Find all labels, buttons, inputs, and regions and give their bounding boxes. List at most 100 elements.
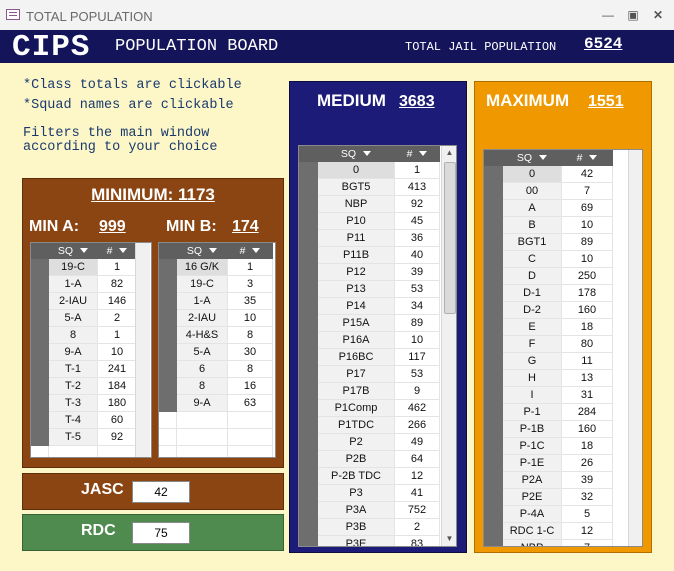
close-icon[interactable]: ✕: [652, 8, 664, 22]
medium-total[interactable]: 3683: [399, 93, 435, 110]
table-row[interactable]: 5-A 30: [159, 343, 273, 361]
empty-cell[interactable]: [176, 411, 228, 429]
squad-cell[interactable]: NBP: [502, 539, 562, 546]
new-record-row[interactable]: [159, 445, 273, 457]
table-row[interactable]: 8 16: [159, 377, 273, 395]
record-selector[interactable]: [484, 386, 503, 404]
new-record-row[interactable]: [31, 445, 137, 457]
table-row[interactable]: P2A 39: [484, 471, 613, 489]
grid-corner[interactable]: [159, 243, 177, 259]
record-selector[interactable]: [484, 284, 503, 302]
record-selector[interactable]: [299, 518, 318, 536]
vertical-scrollbar[interactable]: ▲▼: [441, 146, 456, 546]
table-row[interactable]: 2-IAU 10: [159, 309, 273, 327]
squad-cell[interactable]: P11B: [317, 246, 395, 264]
vertical-scrollbar[interactable]: ▲▼: [135, 243, 150, 457]
new-record-row[interactable]: [159, 428, 273, 446]
scroll-up-icon[interactable]: ▲: [445, 148, 454, 157]
table-row[interactable]: 0 42: [484, 165, 613, 183]
table-row[interactable]: P2B 64: [299, 450, 440, 468]
table-row[interactable]: P13 53: [299, 280, 440, 298]
record-selector[interactable]: [299, 297, 318, 315]
table-row[interactable]: BGT5 413: [299, 178, 440, 196]
record-selector[interactable]: [159, 428, 177, 446]
record-selector[interactable]: [159, 343, 177, 361]
table-row[interactable]: P12 39: [299, 263, 440, 281]
table-row[interactable]: NBP7: [484, 539, 613, 546]
squad-cell[interactable]: RDC 1-C: [502, 522, 562, 540]
record-selector[interactable]: [159, 394, 177, 412]
empty-cell[interactable]: [97, 445, 137, 457]
new-record-row[interactable]: [159, 411, 273, 429]
table-row[interactable]: BGT1 89: [484, 233, 613, 251]
min-a-grid[interactable]: SQ #19-C 1 1-A 82 2-IAU 146 5-A 2 8 1 9-A 10 T-1 241 T-…: [30, 242, 152, 458]
record-selector[interactable]: [31, 360, 49, 378]
record-selector[interactable]: [484, 437, 503, 455]
squad-cell[interactable]: P11: [317, 229, 395, 247]
record-selector[interactable]: [299, 246, 318, 264]
table-row[interactable]: P3A 752: [299, 501, 440, 519]
sort-dropdown-icon[interactable]: [419, 151, 428, 157]
squad-cell[interactable]: T-5: [48, 428, 98, 446]
maximize-icon[interactable]: ▣: [627, 8, 639, 22]
record-selector[interactable]: [159, 275, 177, 293]
record-selector[interactable]: [299, 365, 318, 383]
record-selector[interactable]: [299, 195, 318, 213]
record-selector[interactable]: [31, 377, 49, 395]
table-row[interactable]: B 10: [484, 216, 613, 234]
scroll-down-icon[interactable]: ▼: [445, 534, 454, 543]
squad-cell[interactable]: P-2B TDC: [317, 467, 395, 485]
table-row[interactable]: 9-A 63: [159, 394, 273, 412]
table-row[interactable]: H 13: [484, 369, 613, 387]
record-selector[interactable]: [31, 275, 49, 293]
squad-cell[interactable]: B: [502, 216, 562, 234]
record-selector[interactable]: [299, 280, 318, 298]
table-row[interactable]: T-2 184: [31, 377, 137, 395]
table-row[interactable]: G 11: [484, 352, 613, 370]
record-selector[interactable]: [484, 454, 503, 472]
table-row[interactable]: D-1 178: [484, 284, 613, 302]
squad-cell[interactable]: 9-A: [176, 394, 228, 412]
record-selector[interactable]: [484, 250, 503, 268]
col-header-sq[interactable]: SQ: [48, 243, 98, 259]
record-selector[interactable]: [31, 343, 49, 361]
total-population-value[interactable]: 6524: [584, 35, 623, 53]
table-row[interactable]: P3 41: [299, 484, 440, 502]
medium-grid[interactable]: SQ #0 1 BGT5 413 NBP 92 P10 45 P11 36 P11B 40 P12 39 P1…: [298, 145, 457, 547]
record-selector[interactable]: [299, 263, 318, 281]
table-row[interactable]: P3E 83: [299, 535, 440, 546]
squad-cell[interactable]: T-4: [48, 411, 98, 429]
table-row[interactable]: P-1B 160: [484, 420, 613, 438]
minimum-total[interactable]: MINIMUM: 1173: [91, 185, 215, 204]
empty-cell[interactable]: [227, 428, 273, 446]
record-selector[interactable]: [31, 292, 49, 310]
squad-cell[interactable]: P3A: [317, 501, 395, 519]
table-row[interactable]: RDC 1-C 12: [484, 522, 613, 540]
squad-cell[interactable]: P16BC: [317, 348, 395, 366]
table-row[interactable]: P1Comp 462: [299, 399, 440, 417]
table-row[interactable]: A 69: [484, 199, 613, 217]
record-selector[interactable]: [299, 229, 318, 247]
squad-cell[interactable]: 9-A: [48, 343, 98, 361]
col-header-count[interactable]: #: [561, 150, 613, 166]
squad-cell[interactable]: 4-H&S: [176, 326, 228, 344]
col-header-sq[interactable]: SQ: [176, 243, 228, 259]
table-row[interactable]: 19-C 1: [31, 258, 137, 276]
squad-cell[interactable]: P-1C: [502, 437, 562, 455]
record-selector[interactable]: [484, 182, 503, 200]
squad-cell[interactable]: P3E: [317, 535, 395, 546]
squad-cell[interactable]: P1TDC: [317, 416, 395, 434]
table-row[interactable]: C 10: [484, 250, 613, 268]
squad-cell[interactable]: NBP: [317, 195, 395, 213]
empty-cell[interactable]: [227, 411, 273, 429]
table-row[interactable]: 16 G/K 1: [159, 258, 273, 276]
record-selector[interactable]: [159, 258, 177, 276]
record-selector[interactable]: [299, 416, 318, 434]
record-selector[interactable]: [299, 501, 318, 519]
maximum-total[interactable]: 1551: [588, 93, 624, 110]
squad-cell[interactable]: P1Comp: [317, 399, 395, 417]
record-selector[interactable]: [484, 420, 503, 438]
record-selector[interactable]: [484, 369, 503, 387]
